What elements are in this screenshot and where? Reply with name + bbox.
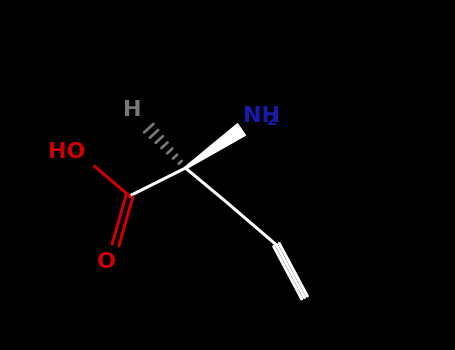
Text: NH: NH [243,106,280,126]
Text: O: O [97,252,116,272]
Text: HO: HO [48,142,86,162]
Text: 2: 2 [267,113,278,128]
Polygon shape [185,124,245,169]
Text: H: H [123,100,142,120]
